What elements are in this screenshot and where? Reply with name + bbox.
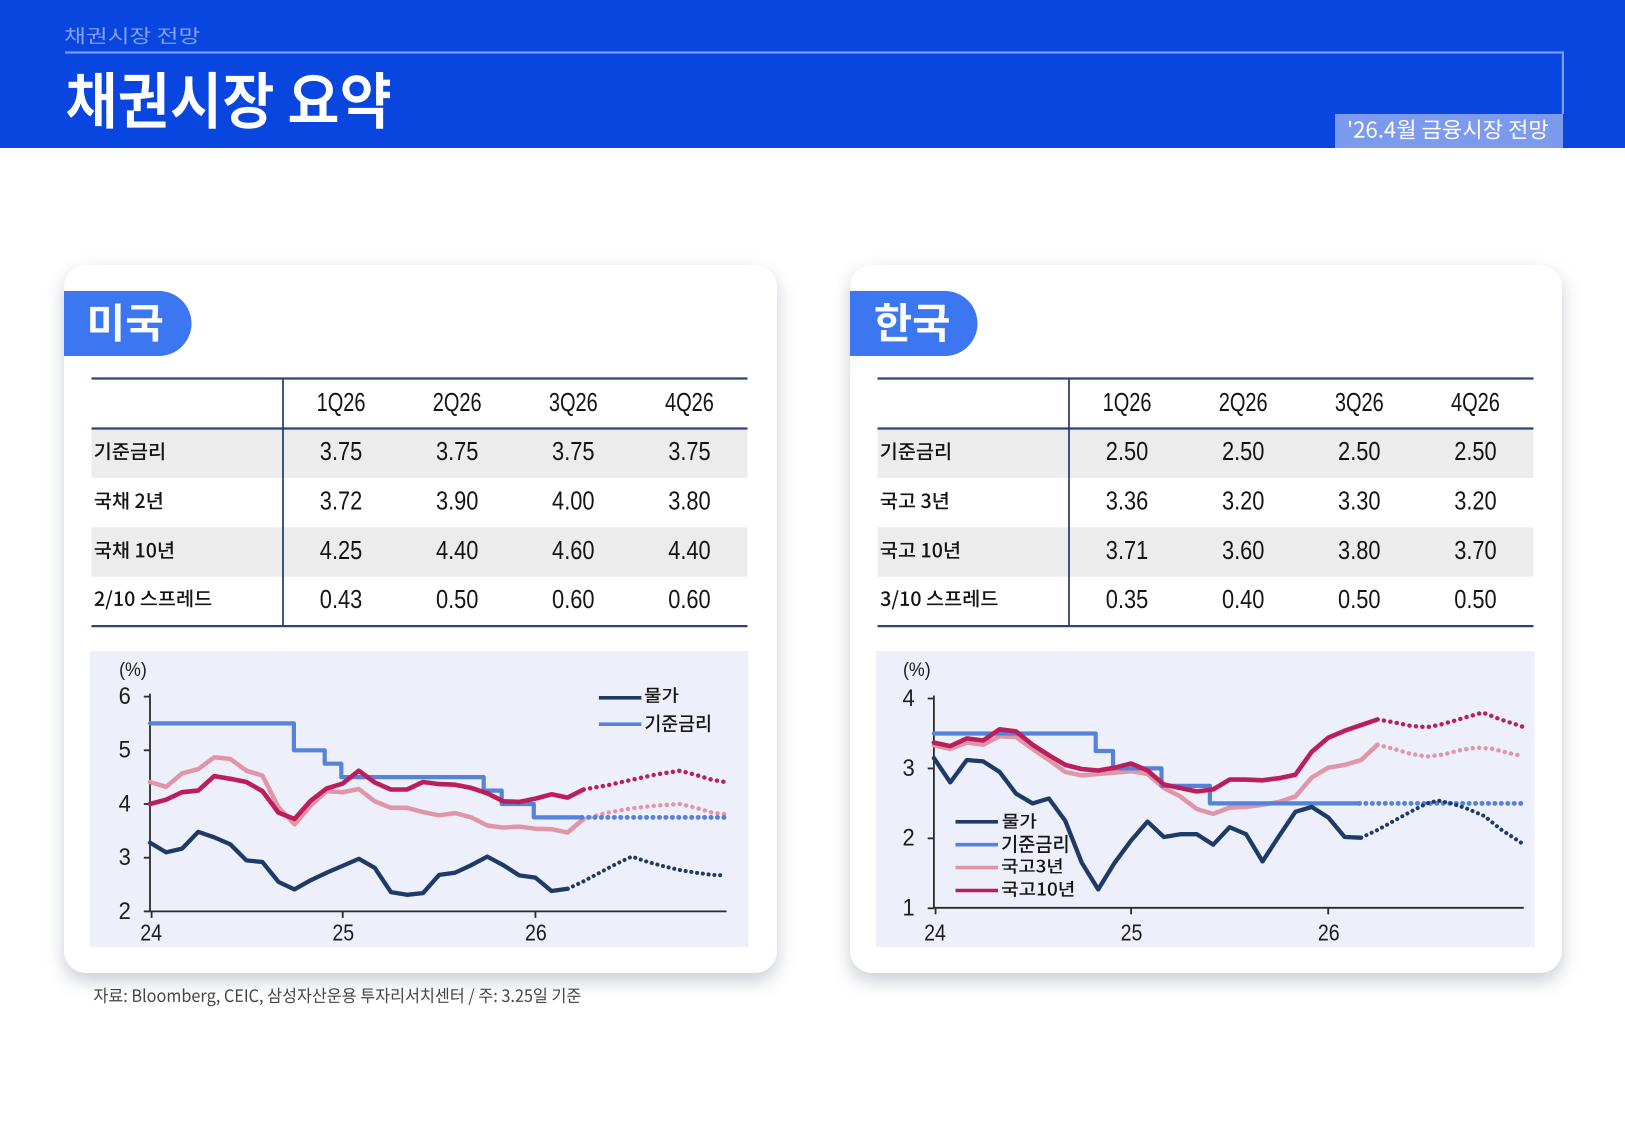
svg-text:2Q26: 2Q26 (1219, 389, 1268, 417)
svg-text:3: 3 (119, 844, 131, 871)
svg-text:3.70: 3.70 (1454, 537, 1497, 565)
svg-text:4Q26: 4Q26 (665, 389, 714, 417)
svg-text:4: 4 (903, 685, 915, 712)
svg-text:4.60: 4.60 (552, 537, 595, 565)
svg-text:4: 4 (119, 790, 131, 817)
svg-text:25: 25 (332, 920, 354, 946)
svg-text:3.36: 3.36 (1106, 487, 1149, 515)
svg-text:3.75: 3.75 (668, 438, 711, 466)
svg-text:4Q26: 4Q26 (1451, 389, 1500, 417)
svg-text:2.50: 2.50 (1106, 438, 1149, 466)
svg-text:2.50: 2.50 (1338, 438, 1381, 466)
svg-text:24: 24 (924, 920, 946, 946)
svg-text:3.30: 3.30 (1338, 487, 1381, 515)
svg-text:3.75: 3.75 (320, 438, 363, 466)
svg-text:3: 3 (903, 755, 915, 782)
svg-text:3.71: 3.71 (1106, 537, 1149, 565)
svg-text:3.75: 3.75 (436, 438, 479, 466)
svg-text:26: 26 (525, 920, 547, 946)
svg-text:24: 24 (140, 920, 162, 946)
svg-text:3.80: 3.80 (1338, 537, 1381, 565)
svg-text:2.50: 2.50 (1222, 438, 1265, 466)
svg-text:3.20: 3.20 (1222, 487, 1265, 515)
svg-text:0.50: 0.50 (1454, 586, 1497, 614)
svg-text:1Q26: 1Q26 (1103, 389, 1152, 417)
svg-text:4.00: 4.00 (552, 487, 595, 515)
svg-text:3.80: 3.80 (668, 487, 711, 515)
svg-text:0.60: 0.60 (552, 586, 595, 614)
svg-text:2: 2 (119, 898, 131, 925)
svg-text:0.43: 0.43 (320, 586, 363, 614)
svg-text:0.40: 0.40 (1222, 586, 1265, 614)
svg-text:4.40: 4.40 (436, 537, 479, 565)
svg-text:0.35: 0.35 (1106, 586, 1149, 614)
svg-text:2.50: 2.50 (1454, 438, 1497, 466)
svg-text:3.90: 3.90 (436, 487, 479, 515)
svg-text:0.60: 0.60 (668, 586, 711, 614)
svg-text:3.75: 3.75 (552, 438, 595, 466)
svg-text:1Q26: 1Q26 (317, 389, 366, 417)
svg-text:3.60: 3.60 (1222, 537, 1265, 565)
svg-text:2Q26: 2Q26 (433, 389, 482, 417)
svg-text:(%): (%) (903, 660, 931, 681)
svg-text:26: 26 (1318, 920, 1340, 946)
svg-text:5: 5 (119, 737, 131, 764)
svg-text:0.50: 0.50 (1338, 586, 1381, 614)
svg-text:3.20: 3.20 (1454, 487, 1497, 515)
svg-text:2: 2 (903, 825, 915, 852)
svg-text:(%): (%) (119, 660, 147, 681)
svg-text:4.25: 4.25 (320, 537, 363, 565)
svg-text:3Q26: 3Q26 (549, 389, 598, 417)
svg-text:1: 1 (903, 895, 915, 922)
svg-text:4.40: 4.40 (668, 537, 711, 565)
svg-text:25: 25 (1121, 920, 1143, 946)
svg-text:3Q26: 3Q26 (1335, 389, 1384, 417)
svg-text:0.50: 0.50 (436, 586, 479, 614)
svg-text:3.72: 3.72 (320, 487, 363, 515)
svg-text:6: 6 (119, 683, 131, 710)
